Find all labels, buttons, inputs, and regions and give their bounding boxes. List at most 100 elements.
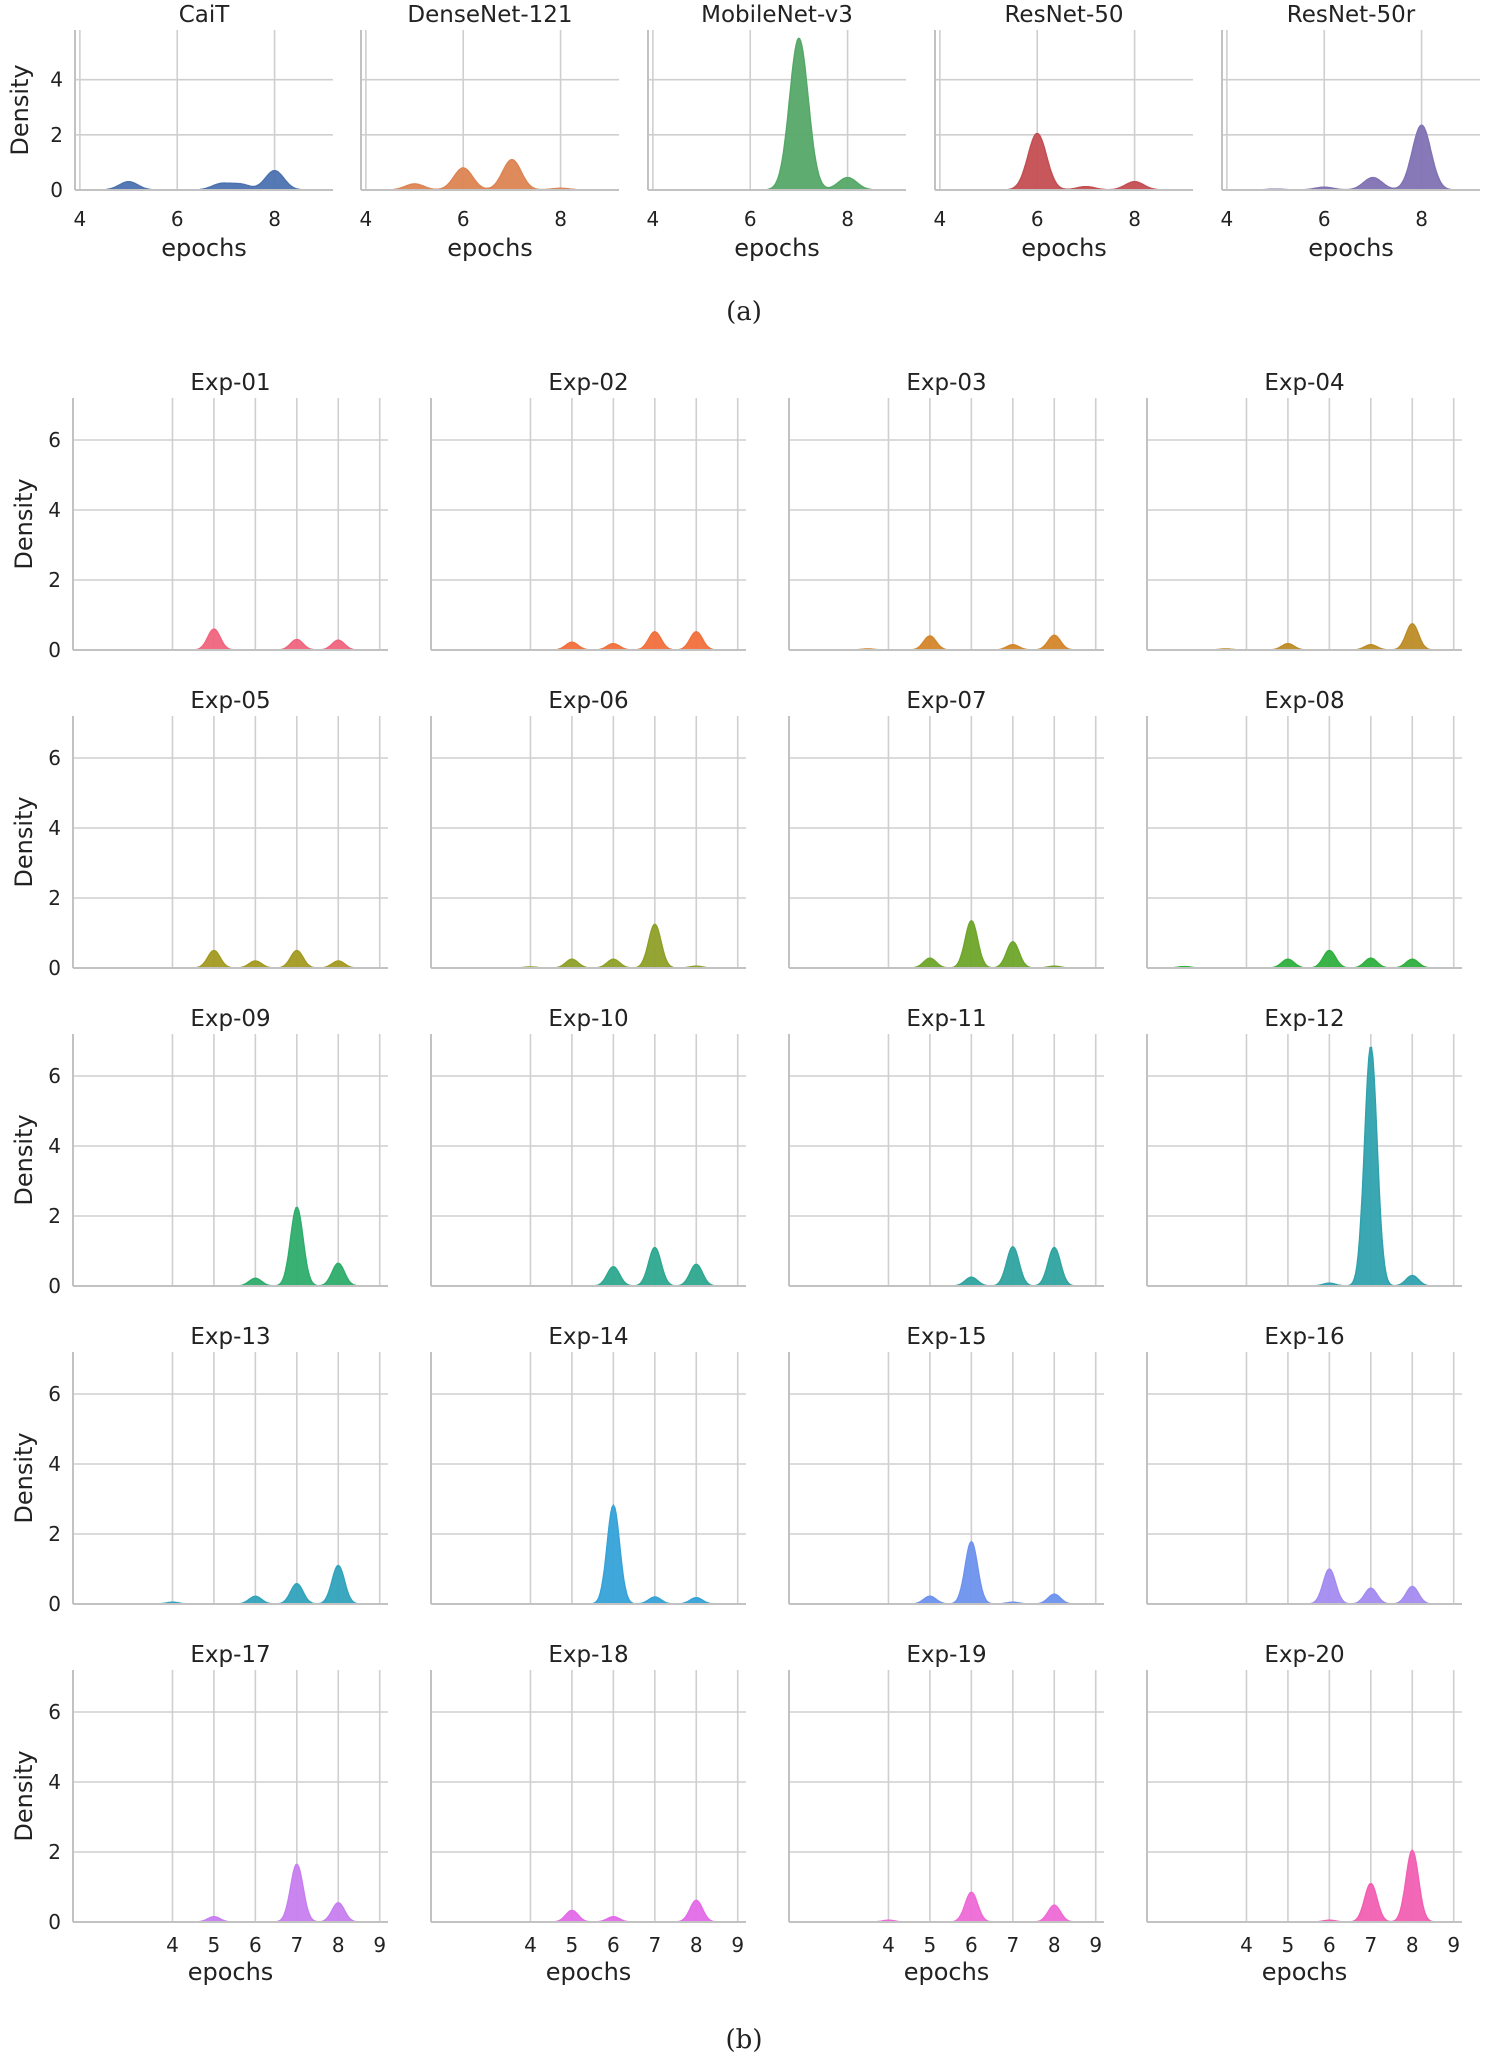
panel-title: Exp-11 (906, 1006, 986, 1032)
density-area-exp-04 (1147, 622, 1462, 651)
y-tick-label: 2 (48, 1840, 61, 1864)
y-tick-label: 4 (48, 1770, 61, 1794)
density-area-exp-06 (431, 923, 746, 969)
x-tick-label: 8 (690, 1933, 703, 1957)
density-area-exp-05 (73, 949, 388, 969)
x-tick-label: 6 (1323, 1933, 1336, 1957)
panel-exp-16: Exp-16 (1146, 1324, 1462, 1605)
y-tick-label: 4 (48, 1452, 61, 1476)
x-tick-label: 8 (1415, 207, 1428, 231)
panel-title: MobileNet-v3 (701, 2, 853, 28)
panel-title: Exp-17 (190, 1642, 270, 1668)
panel-exp-18: Exp-18 4 5 6 7 8 9 epochs (430, 1642, 746, 1986)
panel-title: Exp-08 (1264, 688, 1344, 714)
x-tick-label: 5 (924, 1933, 937, 1957)
panel-exp-13: Exp-13 0 2 4 6 Density (10, 1324, 388, 1616)
x-axis-label: epochs (1021, 234, 1107, 262)
x-tick-label: 6 (607, 1933, 620, 1957)
x-tick-label: 4 (647, 207, 660, 231)
x-tick-label: 4 (360, 207, 373, 231)
density-area-exp-14 (431, 1503, 746, 1605)
x-axis-label: epochs (188, 1958, 274, 1986)
x-axis-label: epochs (161, 234, 247, 262)
panel-exp-14: Exp-14 (430, 1324, 746, 1605)
panel-exp-09: Exp-09 0 2 4 6 Density (10, 1006, 388, 1298)
panel-mobilenet-v3: MobileNet-v3 4 6 8 epochs (647, 2, 906, 262)
y-tick-label: 2 (48, 1204, 61, 1228)
y-tick-label: 0 (50, 178, 63, 202)
y-tick-label: 6 (48, 1064, 61, 1088)
x-tick-label: 8 (554, 207, 567, 231)
figure-a: CaiT 0 2 4 Density 4 6 8 epochs DenseNet-121 4 6 8 ep… (6, 2, 1480, 327)
density-area-exp-13 (73, 1564, 388, 1605)
y-tick-label: 6 (48, 1700, 61, 1724)
panel-exp-05: Exp-05 0 2 4 6 Density (10, 688, 388, 980)
x-tick-label: 9 (373, 1933, 386, 1957)
x-axis-label: epochs (447, 234, 533, 262)
x-tick-label: 8 (841, 207, 854, 231)
y-axis-label: Density (10, 1114, 38, 1205)
panel-exp-20: Exp-20 4 5 6 7 8 9 epochs (1146, 1642, 1462, 1986)
density-area-exp-15 (789, 1540, 1104, 1605)
x-axis-label: epochs (546, 1958, 632, 1986)
panel-title: Exp-06 (548, 688, 628, 714)
panel-resnet-50: ResNet-50 4 6 8 epochs (934, 2, 1193, 262)
x-tick-label: 6 (1318, 207, 1331, 231)
x-axis-label: epochs (1262, 1958, 1348, 1986)
panel-title: Exp-07 (906, 688, 986, 714)
x-tick-label: 7 (1364, 1933, 1377, 1957)
figure-b: Exp-01 0 2 4 6 Density Exp-02 Exp-03 Exp-04 Exp-0… (10, 370, 1462, 2055)
panel-exp-06: Exp-06 (430, 688, 746, 969)
figure-caption: (a) (726, 297, 762, 327)
x-tick-label: 9 (1089, 1933, 1102, 1957)
y-axis-label: Density (10, 1750, 38, 1841)
panel-exp-11: Exp-11 (788, 1006, 1104, 1287)
y-tick-label: 0 (48, 956, 61, 980)
panel-densenet-121: DenseNet-121 4 6 8 epochs (360, 2, 619, 262)
x-tick-label: 6 (965, 1933, 978, 1957)
x-tick-label: 6 (249, 1933, 262, 1957)
density-area-exp-18 (431, 1899, 746, 1923)
density-area-exp-02 (431, 631, 746, 651)
y-axis-label: Density (10, 478, 38, 569)
density-area-exp-03 (789, 634, 1104, 651)
density-area-exp-19 (789, 1891, 1104, 1923)
x-tick-label: 8 (1406, 1933, 1419, 1957)
x-tick-label: 9 (1447, 1933, 1460, 1957)
x-tick-label: 6 (1031, 207, 1044, 231)
y-tick-label: 6 (48, 746, 61, 770)
y-tick-label: 0 (48, 1274, 61, 1298)
x-tick-label: 6 (171, 207, 184, 231)
x-tick-label: 5 (1282, 1933, 1295, 1957)
y-axis-label: Density (10, 796, 38, 887)
density-area-cait (75, 169, 333, 191)
panel-title: Exp-10 (548, 1006, 628, 1032)
panel-title: Exp-15 (906, 1324, 986, 1350)
density-area-exp-20 (1147, 1849, 1462, 1923)
panel-title: Exp-01 (190, 370, 270, 396)
density-area-mobilenet-v3 (648, 37, 906, 191)
density-area-exp-12 (1147, 1046, 1462, 1287)
panel-exp-17: Exp-17 0 2 4 6 Density 4 5 6 7 8 9 epochs (10, 1642, 388, 1986)
y-tick-label: 2 (50, 123, 63, 147)
x-tick-label: 4 (1221, 207, 1234, 231)
panel-title: Exp-20 (1264, 1642, 1344, 1668)
y-tick-label: 0 (48, 1910, 61, 1934)
x-tick-label: 4 (1240, 1933, 1253, 1957)
panel-exp-10: Exp-10 (430, 1006, 746, 1287)
panel-exp-02: Exp-02 (430, 370, 746, 651)
x-tick-label: 8 (332, 1933, 345, 1957)
x-tick-label: 7 (1006, 1933, 1019, 1957)
density-area-exp-01 (73, 628, 388, 651)
panel-title: Exp-12 (1264, 1006, 1344, 1032)
x-tick-label: 4 (166, 1933, 179, 1957)
density-area-exp-17 (73, 1863, 388, 1923)
panel-title: Exp-03 (906, 370, 986, 396)
panel-title: ResNet-50r (1287, 2, 1416, 28)
x-tick-label: 7 (290, 1933, 303, 1957)
x-axis-label: epochs (1308, 234, 1394, 262)
y-tick-label: 4 (50, 68, 63, 92)
x-tick-label: 7 (648, 1933, 661, 1957)
density-area-exp-16 (1147, 1568, 1462, 1605)
